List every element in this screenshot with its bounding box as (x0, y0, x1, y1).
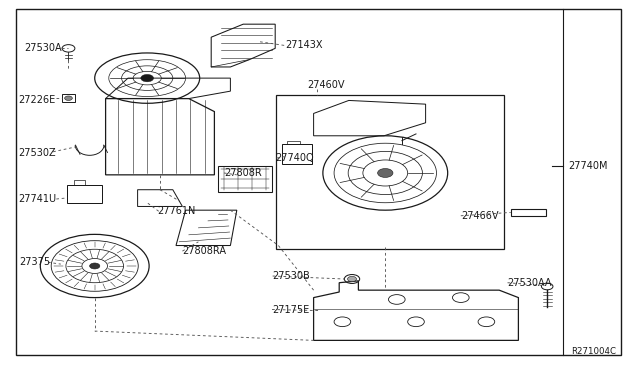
Text: 27740Q: 27740Q (275, 153, 314, 163)
Bar (74, 180, 85, 185)
Circle shape (90, 263, 100, 269)
Bar (511, 209, 546, 216)
Text: 27741U: 27741U (18, 194, 56, 204)
Text: 27143X: 27143X (285, 41, 323, 50)
Circle shape (378, 169, 393, 177)
Text: 27740M: 27740M (568, 161, 608, 170)
Bar (218, 166, 272, 192)
Text: 27466V: 27466V (461, 211, 499, 221)
Text: R271004C: R271004C (571, 347, 616, 356)
Text: 27530A: 27530A (24, 44, 62, 53)
Text: 27530Z: 27530Z (18, 148, 56, 157)
Bar (62, 94, 75, 102)
Text: 27808RA: 27808RA (182, 246, 227, 256)
Text: 27460V: 27460V (307, 80, 345, 90)
Bar (276, 95, 504, 249)
Circle shape (65, 96, 72, 100)
Text: 27375: 27375 (19, 257, 51, 267)
Text: 27226E: 27226E (18, 96, 55, 105)
Circle shape (348, 276, 356, 282)
Text: 27761N: 27761N (157, 206, 195, 216)
Text: 27808R: 27808R (224, 168, 262, 178)
Bar (282, 144, 312, 164)
Bar (287, 141, 300, 144)
Circle shape (141, 74, 154, 82)
Bar (67, 185, 102, 203)
Text: 27530AA: 27530AA (508, 278, 552, 288)
Text: 27530B: 27530B (272, 271, 310, 281)
Text: 27175E: 27175E (272, 305, 309, 314)
